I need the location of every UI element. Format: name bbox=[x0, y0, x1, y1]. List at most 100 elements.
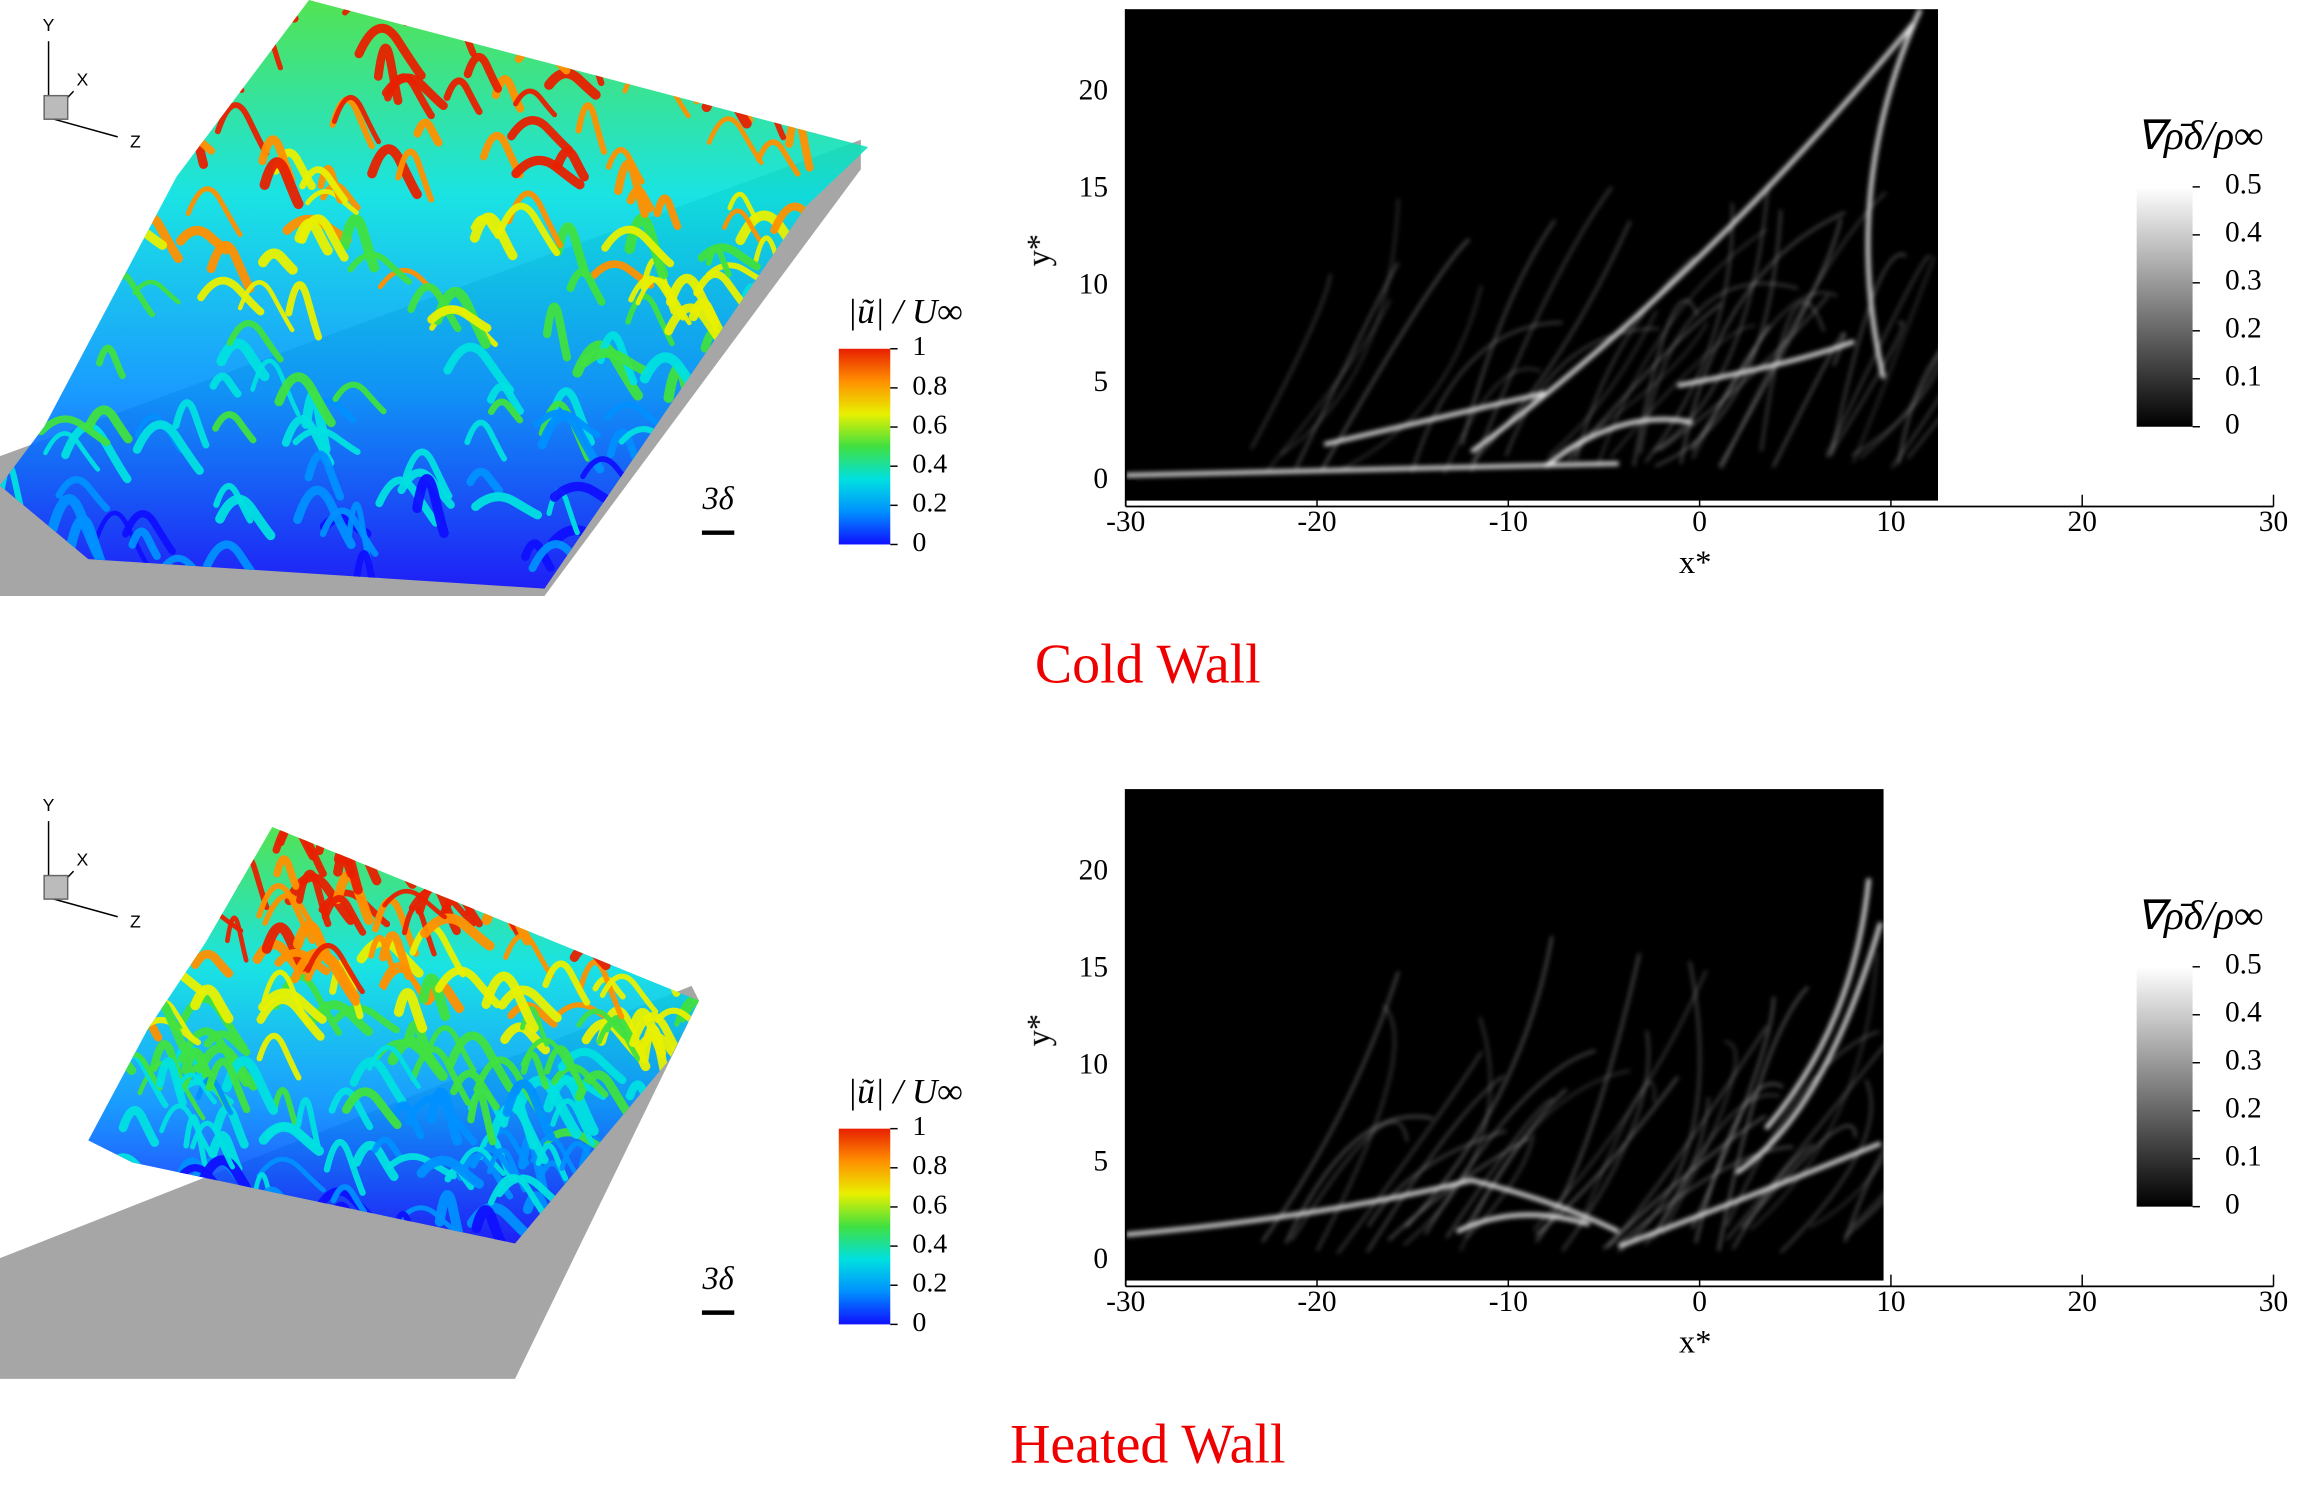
vortex-tube bbox=[274, 948, 331, 976]
vortex-tube bbox=[559, 828, 587, 876]
shear-streak bbox=[1535, 953, 1641, 1243]
vortex-tube bbox=[185, 186, 243, 237]
shear-streak bbox=[1680, 211, 1846, 464]
density-gradient-field bbox=[1125, 9, 1939, 501]
vortex-tube bbox=[132, 279, 181, 305]
vortex-tube bbox=[221, 1056, 279, 1115]
vortex-tube bbox=[628, 275, 686, 321]
vortex-tube bbox=[121, 840, 178, 888]
vortex-tube bbox=[404, 1094, 478, 1146]
shear-streak bbox=[1852, 256, 1935, 463]
vortex-tube bbox=[689, 437, 719, 467]
vortex-tube bbox=[95, 1042, 137, 1075]
shear-streak bbox=[1290, 1121, 1408, 1241]
shock-streak bbox=[1455, 1212, 1590, 1234]
triad-cube bbox=[43, 874, 69, 900]
shear-streak bbox=[1411, 321, 1563, 473]
vortex-tube bbox=[576, 1008, 628, 1040]
vortex-tube bbox=[471, 1205, 507, 1244]
vortex-tube bbox=[262, 893, 328, 949]
triad-axis bbox=[48, 117, 118, 138]
colorbar-tick-label: 0.3 bbox=[2225, 265, 2262, 297]
shear-streak bbox=[1285, 1115, 1433, 1244]
vortex-tube bbox=[500, 1022, 551, 1055]
vortex-tube bbox=[395, 148, 435, 203]
shear-streak bbox=[1827, 321, 1904, 458]
vortex-tube bbox=[264, 1122, 317, 1148]
vortex-tube bbox=[722, 208, 764, 245]
vortex-tube bbox=[502, 1079, 556, 1142]
vortex-tube bbox=[352, 1140, 399, 1182]
vortex-tube bbox=[102, 827, 157, 876]
shear-streak bbox=[1466, 1088, 1567, 1227]
vortex-tube bbox=[108, 929, 153, 958]
shear-streak bbox=[1851, 289, 1950, 456]
vortex-tube bbox=[400, 0, 432, 13]
shear-streak bbox=[1653, 1094, 1780, 1240]
colorbar bbox=[2136, 186, 2193, 427]
vortex-tube bbox=[320, 182, 361, 211]
vortex-tube bbox=[652, 435, 717, 485]
shock-streak bbox=[1470, 22, 1915, 454]
vortex-tube bbox=[768, 375, 836, 411]
vortex-tube bbox=[121, 510, 176, 555]
colorbar-tick-label: 0.2 bbox=[2225, 313, 2262, 345]
x-tick-label: 30 bbox=[2259, 1286, 2288, 1318]
vortex-tube bbox=[304, 450, 345, 501]
colorbar-tick-label: 0 bbox=[2225, 1188, 2240, 1220]
vortex-tube bbox=[299, 166, 348, 204]
vortex-tube bbox=[726, 372, 783, 429]
shear-streak bbox=[1772, 332, 1846, 468]
vortex-tube bbox=[599, 973, 659, 1015]
triad-axis bbox=[48, 896, 118, 918]
vortex-tube bbox=[413, 118, 443, 147]
shear-streak bbox=[1265, 299, 1392, 473]
shear-streak bbox=[1280, 198, 1400, 455]
vortex-tube bbox=[294, 218, 333, 256]
vortex-tube bbox=[674, 996, 699, 1049]
triad-label: X bbox=[77, 850, 89, 870]
vortex-tube bbox=[151, 896, 182, 922]
vortex-tube bbox=[140, 102, 179, 144]
shear-streak bbox=[1561, 1030, 1650, 1252]
vortex-tube bbox=[175, 225, 231, 255]
density-gradient-field bbox=[1125, 789, 1884, 1281]
vortex-tube bbox=[481, 971, 539, 1033]
x-tick-label: 20 bbox=[2068, 506, 2097, 538]
shear-streak bbox=[1366, 1075, 1505, 1253]
vortex-tube bbox=[206, 240, 255, 293]
vortex-tube bbox=[653, 194, 682, 231]
shear-streak bbox=[1658, 294, 1829, 452]
x-tick-label: -10 bbox=[1489, 506, 1528, 538]
vortex-tube bbox=[695, 31, 745, 88]
colorbar-tick-label: 0.4 bbox=[2225, 997, 2262, 1029]
vortex-tube bbox=[443, 77, 483, 115]
vortex-tube bbox=[42, 154, 108, 181]
shear-streak bbox=[1607, 1025, 1768, 1248]
vortex-tube bbox=[659, 1214, 699, 1236]
vortex-tube bbox=[434, 861, 472, 905]
vortex-tube bbox=[745, 350, 797, 395]
vortex-tube bbox=[21, 318, 61, 380]
vortex-tube bbox=[780, 408, 851, 473]
y-axis-label: y* bbox=[1021, 234, 1057, 266]
caption: Heated Wall bbox=[1010, 1413, 1285, 1475]
vortex-tube bbox=[377, 827, 424, 863]
vortex-tube bbox=[547, 387, 596, 447]
x-axis-label: x* bbox=[1679, 1325, 1711, 1361]
vortex-tube bbox=[613, 872, 656, 900]
vortex-tube bbox=[614, 159, 649, 218]
vortex-tube bbox=[603, 935, 678, 971]
vortex-tube bbox=[764, 0, 820, 39]
vortex-tube bbox=[698, 553, 752, 589]
vortex-tube bbox=[654, 1007, 699, 1031]
shear-streak bbox=[1250, 273, 1332, 450]
shear-streak bbox=[1844, 1083, 1975, 1238]
shear-streak bbox=[1461, 219, 1556, 446]
vortex-tube bbox=[833, 239, 869, 277]
x-tick-label: -30 bbox=[1106, 1286, 1145, 1318]
shock-streak bbox=[1677, 339, 1855, 388]
colorbar-tick-label: 1 bbox=[912, 331, 926, 362]
y-tick-label: 10 bbox=[1079, 269, 1108, 301]
colorbar bbox=[838, 1128, 891, 1325]
